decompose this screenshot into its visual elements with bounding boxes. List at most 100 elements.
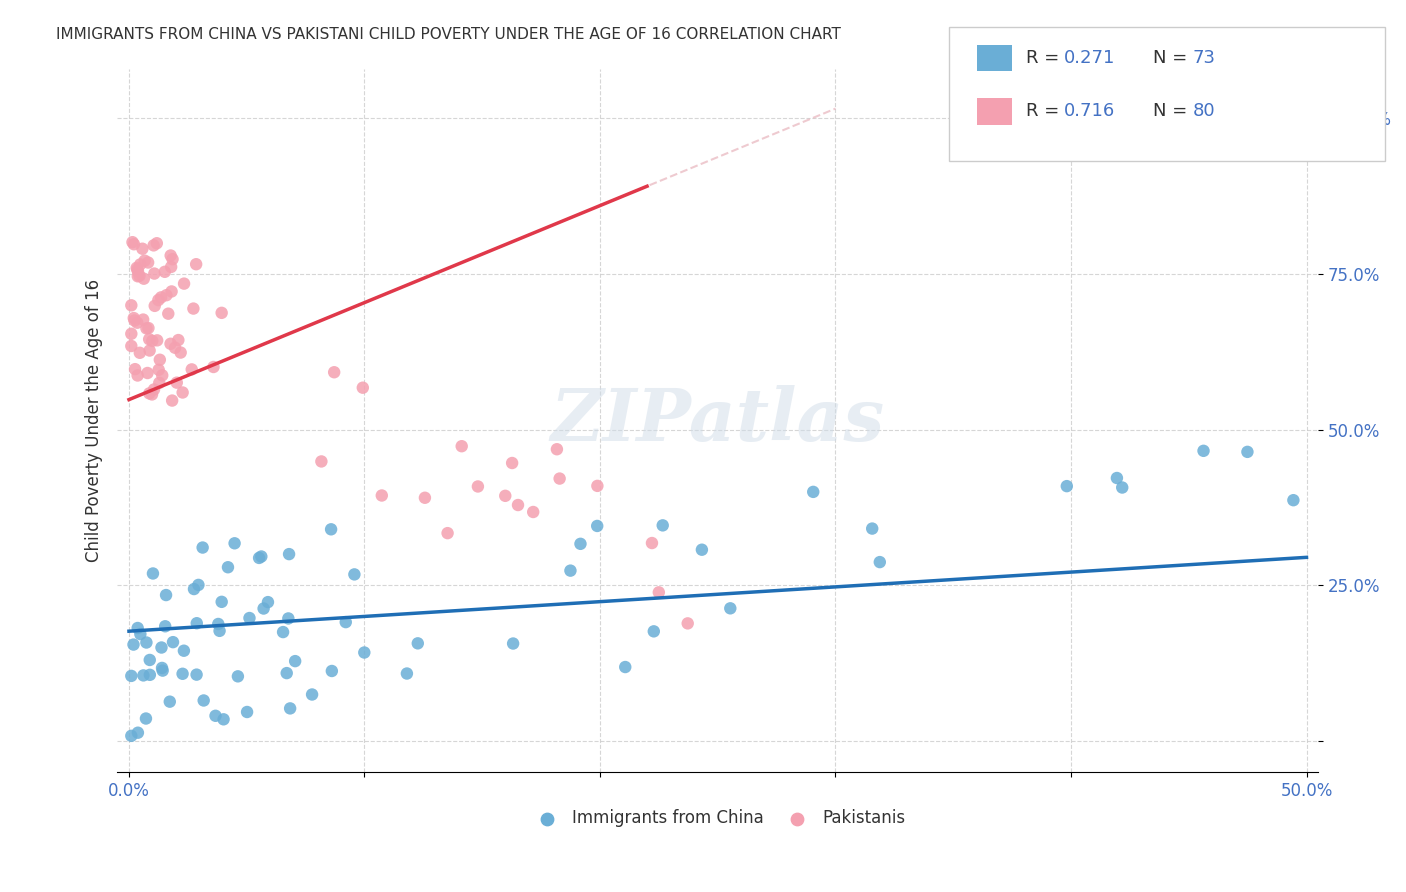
Point [166,376,188,390]
Point [651,518,673,533]
Point [152,664,174,678]
Point [157,307,180,321]
Point [323,365,346,379]
Point [124,362,146,376]
Point [217,560,239,574]
Point [546,442,568,457]
Point [150,290,173,304]
Text: R =: R = [1026,49,1066,67]
Point [163,341,186,355]
Point [155,588,177,602]
Point [146,334,169,348]
Point [122,638,145,652]
Point [569,537,592,551]
Point [148,363,170,377]
Point [186,616,208,631]
Point [173,644,195,658]
Point [127,264,149,278]
Point [127,269,149,284]
Point [141,334,163,348]
Point [193,693,215,707]
Point [406,636,429,650]
Point [153,265,176,279]
Point [148,376,170,390]
Point [150,640,173,655]
Point [172,666,194,681]
Point [160,285,183,299]
Point [648,585,671,599]
Point [136,255,159,269]
Point [122,311,145,326]
Point [690,542,713,557]
Point [641,536,664,550]
Point [141,387,163,401]
Point [207,617,229,632]
Point [124,313,146,327]
Point [146,236,169,251]
Point [138,332,160,346]
Point [138,343,160,358]
Point [160,260,183,274]
Point [143,299,166,313]
Point [120,326,142,341]
Point [494,489,516,503]
Point [135,712,157,726]
Point [560,564,582,578]
Point [586,519,609,533]
Point [224,536,246,550]
Point [352,381,374,395]
Point [159,248,181,262]
Point [167,333,190,347]
Point [1236,445,1258,459]
Text: ZIPatlas: ZIPatlas [551,384,884,456]
Point [247,550,270,565]
Y-axis label: Child Poverty Under the Age of 16: Child Poverty Under the Age of 16 [86,278,103,562]
Point [143,383,166,397]
Point [467,479,489,493]
Point [127,368,149,383]
Point [173,277,195,291]
Point [343,567,366,582]
Point [143,267,166,281]
Point [212,712,235,726]
Point [134,253,156,268]
Point [501,456,523,470]
Point [131,242,153,256]
Point [159,336,181,351]
Point [211,595,233,609]
Point [160,393,183,408]
Point [271,625,294,640]
Point [450,439,472,453]
Point [718,601,741,615]
Point [150,368,173,383]
Point [301,688,323,702]
Point [127,262,149,277]
Point [548,472,571,486]
Point [204,708,226,723]
Text: Source: ZipAtlas.com: Source: ZipAtlas.com [1216,27,1364,41]
Point [162,635,184,649]
Point [186,257,208,271]
Point [236,705,259,719]
Point [122,237,145,252]
Point [1105,471,1128,485]
Point [180,362,202,376]
Point [191,541,214,555]
Legend: Immigrants from China, Pakistanis: Immigrants from China, Pakistanis [523,803,912,834]
Point [1056,479,1078,493]
Point [869,555,891,569]
Point [502,636,524,650]
Point [186,667,208,681]
Point [183,301,205,316]
Point [142,566,165,581]
Point [335,615,357,629]
Point [353,646,375,660]
Text: IMMIGRANTS FROM CHINA VS PAKISTANI CHILD POVERTY UNDER THE AGE OF 16 CORRELATION: IMMIGRANTS FROM CHINA VS PAKISTANI CHILD… [56,27,841,42]
Point [278,701,301,715]
Text: N =: N = [1153,49,1192,67]
Point [135,635,157,649]
Text: R =: R = [1026,103,1066,120]
Point [208,624,231,638]
Point [139,668,162,682]
Point [522,505,544,519]
